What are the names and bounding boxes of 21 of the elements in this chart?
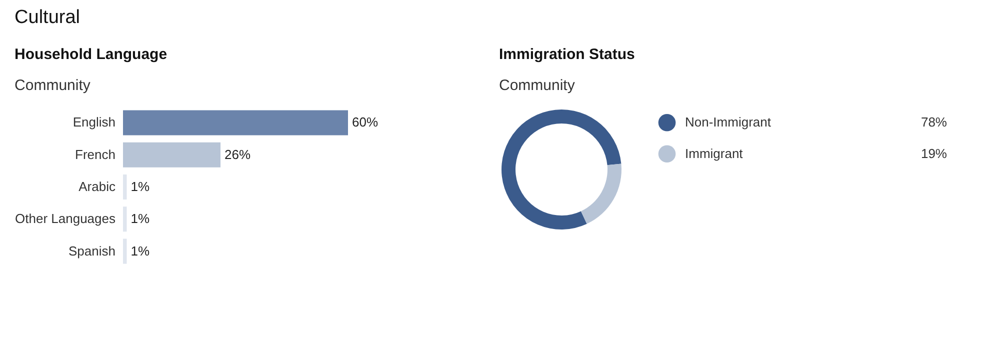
y-tick-label: French: [75, 146, 116, 162]
y-tick-label: English: [72, 114, 116, 130]
legend-label: Non-Immigrant: [685, 114, 772, 130]
y-tick-label: Arabic: [78, 179, 116, 194]
legend-label: Immigrant: [685, 146, 744, 161]
data-label: 78%: [920, 114, 948, 130]
data-label: 1%: [130, 243, 150, 258]
chart-subtitle: Community: [499, 77, 576, 94]
y-tick-label: Spanish: [68, 243, 116, 258]
data-label: 26%: [224, 146, 251, 162]
chart-subtitle: Community: [14, 77, 91, 94]
data-label: 19%: [920, 146, 948, 161]
data-label: 1%: [130, 179, 150, 194]
donut-slice: [580, 164, 622, 224]
y-tick-label: Other Languages: [15, 211, 116, 226]
data-label: 60%: [352, 114, 378, 130]
text: Cultural: [14, 7, 80, 28]
chart-title: Household Language: [14, 46, 168, 63]
chart-title: Immigration Status: [499, 46, 635, 63]
data-label: 1%: [130, 211, 150, 226]
donut-slice: [502, 110, 622, 230]
